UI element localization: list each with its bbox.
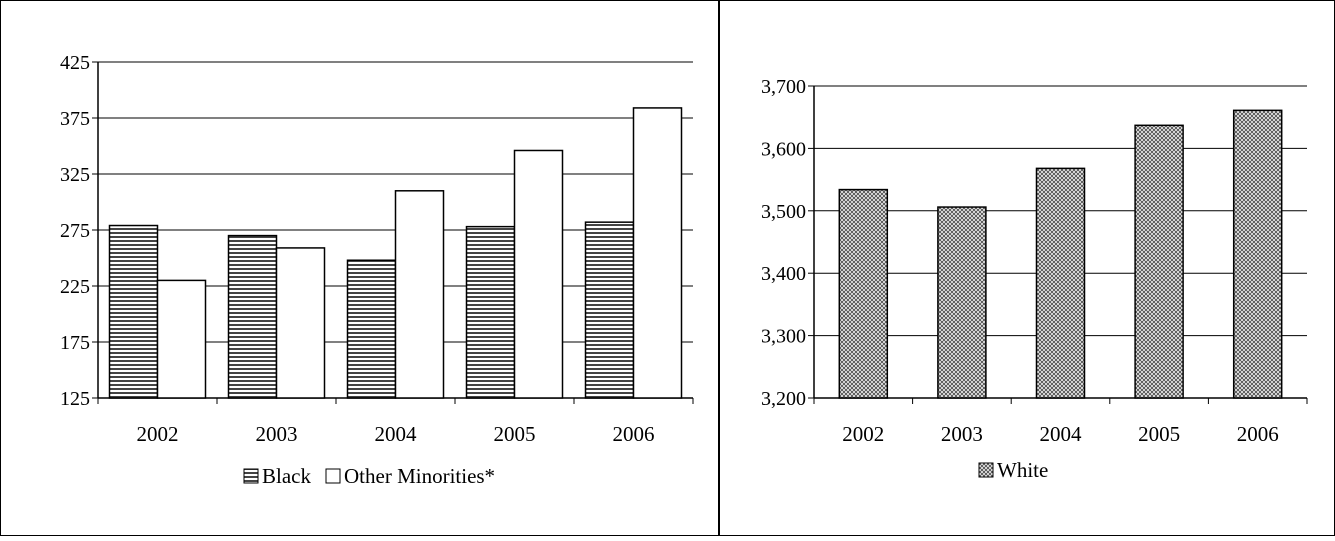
y-tick-label: 3,300 [761, 326, 806, 348]
y-tick-label: 3,500 [761, 201, 806, 223]
x-tick-label: 2003 [941, 422, 983, 446]
bar-black [108, 224, 159, 399]
bar-black [346, 259, 397, 399]
y-tick-label: 225 [60, 276, 90, 298]
bar-other-minorities [394, 190, 445, 399]
x-tick-label: 2002 [842, 422, 884, 446]
bar-black [584, 221, 635, 399]
x-tick-label: 2003 [256, 422, 298, 446]
bar-other-minorities [513, 149, 564, 399]
bar-white [1232, 109, 1283, 399]
legend-label: Other Minorities* [344, 464, 495, 488]
bar-black [227, 234, 278, 399]
bar-white [1035, 167, 1086, 399]
bar-white [937, 206, 987, 399]
panel-divider [718, 0, 720, 536]
legend-swatch [325, 468, 341, 484]
y-tick-label: 3,400 [761, 263, 806, 285]
chart-left-black-other-minorities: 125 175 225 275 325 375 425 2002 2003 2004 2005 200… [60, 52, 694, 488]
y-tick-label: 425 [60, 52, 90, 74]
bar-other-minorities [275, 247, 326, 399]
x-tick-label: 2004 [375, 422, 418, 446]
y-tick-label: 375 [60, 108, 90, 130]
x-tick-label: 2002 [137, 422, 179, 446]
y-tick-label: 175 [60, 332, 90, 354]
x-tick-label: 2004 [1040, 422, 1083, 446]
legend-label: Black [262, 464, 311, 488]
y-tick-label: 125 [60, 388, 90, 410]
y-tick-label: 3,600 [761, 138, 806, 160]
y-tick-label: 275 [60, 220, 90, 242]
chart-left-svg: 125 175 225 275 325 375 425 2002 2003 2004 2005 200… [60, 52, 694, 488]
bar-other-minorities [156, 279, 207, 399]
bar-white [1134, 124, 1184, 399]
y-tick-label: 3,200 [761, 388, 806, 410]
x-tick-label: 2006 [613, 422, 655, 446]
y-tick-label: 3,700 [761, 76, 806, 98]
bar-other-minorities [632, 107, 683, 399]
legend-swatch [243, 468, 259, 484]
x-tick-label: 2005 [1138, 422, 1180, 446]
x-tick-label: 2005 [494, 422, 536, 446]
x-tick-label: 2006 [1237, 422, 1279, 446]
legend-label: White [997, 458, 1048, 482]
chart-right-white: 3,200 3,300 3,400 3,500 3,600 3,700 2002 2003 20… [720, 0, 1335, 536]
legend-swatch [978, 462, 994, 478]
y-tick-label: 325 [60, 164, 90, 186]
bar-white [838, 188, 889, 399]
bar-black [465, 225, 516, 399]
chart-right-svg: 3,200 3,300 3,400 3,500 3,600 3,700 2002 2003 20… [761, 76, 1308, 482]
